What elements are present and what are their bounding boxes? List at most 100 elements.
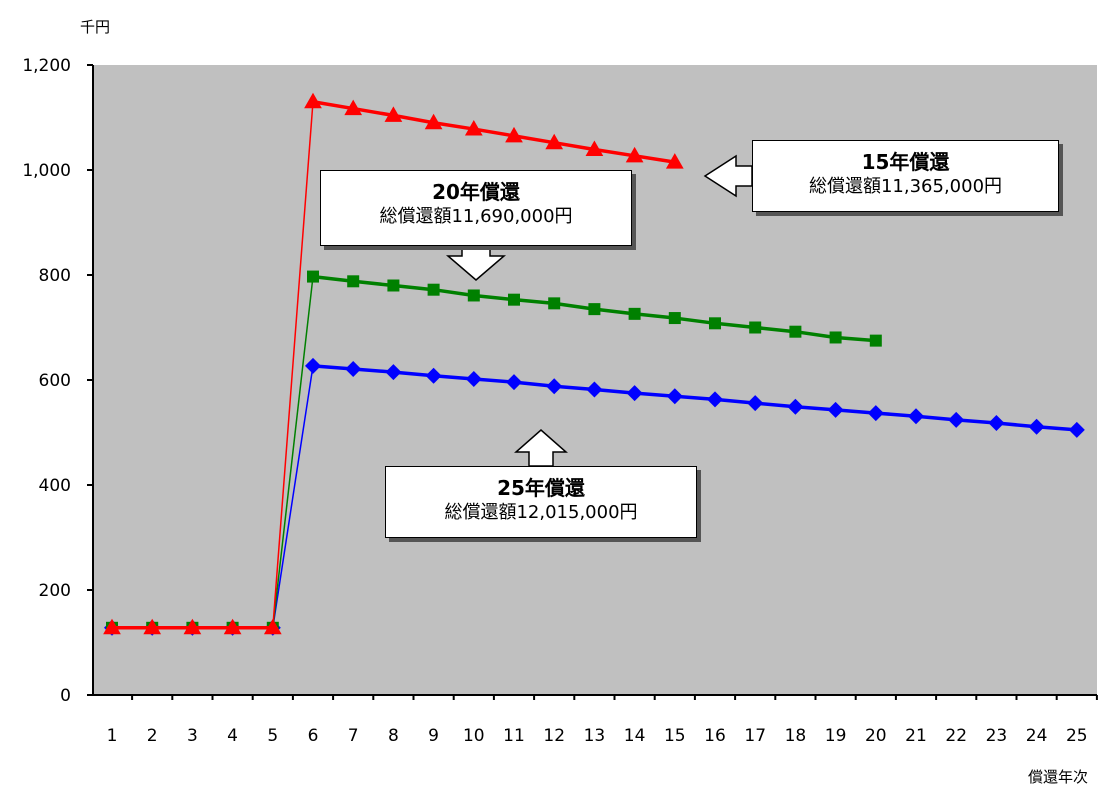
callout-15-total: 総償還額11,365,000円 (808, 176, 1003, 197)
data-point (747, 395, 764, 412)
data-point (508, 293, 520, 306)
y-tick-label: 800 (39, 266, 71, 286)
callout-20-total: 総償還額11,690,000円 (379, 206, 573, 227)
x-tick-label: 9 (428, 726, 439, 746)
x-tick-label: 15 (664, 726, 686, 746)
callout-20-title: 20年償還 (432, 180, 520, 204)
data-point (586, 381, 603, 398)
x-tick-label: 18 (785, 726, 807, 746)
y-tick-label: 600 (39, 371, 71, 391)
data-point (707, 391, 723, 408)
callout-15-title: 15年償還 (861, 150, 950, 174)
data-point (505, 126, 523, 143)
data-point (345, 360, 362, 377)
series-line-segment (634, 154, 676, 164)
x-tick-label: 2 (147, 726, 158, 746)
series-line-segment (594, 307, 635, 316)
data-point (427, 283, 440, 296)
data-point (467, 289, 480, 302)
x-tick-label: 11 (503, 726, 525, 746)
data-point (628, 307, 641, 320)
series-line-segment (272, 365, 314, 628)
data-point (347, 275, 360, 288)
data-point (787, 398, 804, 415)
series-triangle (103, 92, 684, 635)
series-line-segment (473, 293, 515, 302)
x-tick-label: 17 (744, 726, 766, 746)
data-point (665, 153, 684, 169)
y-tick-label: 0 (60, 686, 71, 706)
data-point (305, 357, 321, 374)
data-point (385, 364, 402, 381)
data-point (988, 415, 1005, 432)
data-point (223, 618, 242, 635)
series-line-segment (393, 283, 434, 292)
data-point (1068, 421, 1085, 438)
data-point (948, 411, 965, 428)
data-point (749, 321, 762, 334)
y-axis-label: 千円 (80, 18, 110, 36)
data-point (867, 405, 884, 422)
data-point (709, 317, 721, 330)
data-point (387, 279, 400, 292)
series-line-segment (433, 121, 475, 131)
data-point (585, 140, 604, 157)
series-line-segment (674, 316, 716, 326)
x-tick-label: 1 (107, 726, 118, 746)
x-axis-label: 償還年次 (1028, 768, 1088, 786)
x-tick-label: 22 (945, 726, 967, 746)
data-point (307, 270, 319, 283)
data-point (588, 303, 601, 316)
data-point (626, 385, 643, 402)
data-point (263, 618, 282, 635)
y-tick-label: 1,000 (22, 161, 71, 181)
x-tick-label: 25 (1066, 726, 1088, 746)
callout-20-year: 20年償還 総償還額11,690,000円 (320, 170, 632, 246)
series-line-segment (594, 147, 635, 158)
x-tick-label: 3 (187, 726, 198, 746)
data-point (465, 370, 482, 387)
callout-25-arrow-icon (514, 429, 568, 467)
x-tick-label: 16 (704, 726, 726, 746)
series-line-segment (312, 274, 354, 284)
data-point (424, 113, 443, 130)
callout-25-year: 25年償還 総償還額12,015,000円 (385, 466, 697, 538)
x-tick-label: 6 (308, 726, 319, 746)
data-point (425, 367, 442, 384)
data-point (789, 325, 802, 338)
data-point (546, 378, 563, 395)
data-point (1028, 418, 1045, 435)
series-line-segment (513, 297, 555, 306)
x-tick-label: 7 (348, 726, 359, 746)
callout-25-title: 25年償還 (497, 476, 585, 500)
data-point (183, 618, 202, 635)
x-tick-label: 24 (1026, 726, 1048, 746)
callout-20-arrow-icon (445, 243, 507, 281)
data-point (625, 146, 644, 163)
y-tick-label: 400 (39, 476, 71, 496)
series-line-segment (634, 312, 675, 320)
data-point (344, 99, 363, 116)
x-tick-label: 21 (905, 726, 927, 746)
series-line-segment (352, 106, 394, 118)
y-tick-label: 200 (39, 581, 71, 601)
x-tick-label: 4 (227, 726, 238, 746)
callout-25-total: 総償還額12,015,000円 (444, 502, 638, 523)
data-point (666, 388, 683, 405)
series-line-segment (513, 134, 555, 145)
series-line-segment (553, 301, 595, 311)
data-point (464, 120, 483, 136)
callout-15-year: 15年償還 総償還額11,365,000円 (752, 140, 1059, 212)
data-point (548, 297, 561, 310)
x-tick-label: 5 (267, 726, 278, 746)
series-line-segment (755, 325, 796, 334)
series-line-segment (835, 335, 876, 343)
data-point (103, 618, 121, 635)
data-point (829, 331, 842, 344)
x-tick-label: 12 (543, 726, 565, 746)
x-tick-label: 8 (388, 726, 399, 746)
series-line-segment (272, 101, 314, 628)
y-tick-label: 1,200 (22, 56, 71, 76)
series-line-segment (473, 127, 515, 138)
